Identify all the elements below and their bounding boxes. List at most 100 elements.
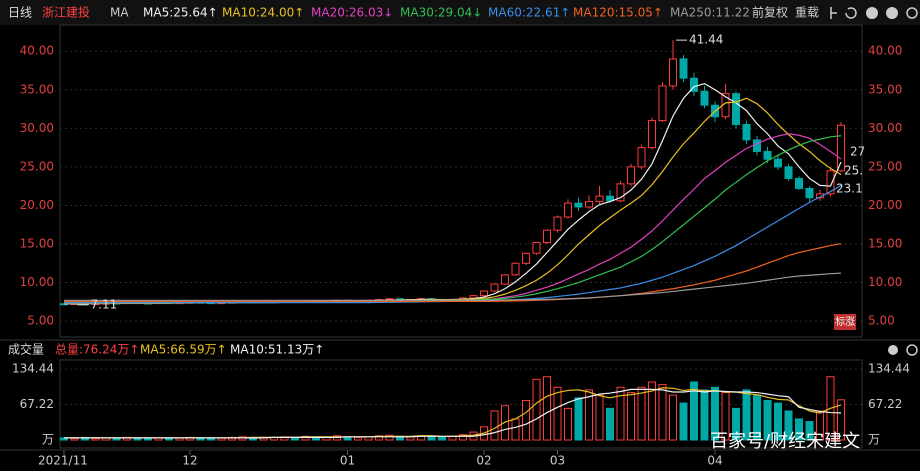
candle-body xyxy=(585,201,593,208)
volume-bar xyxy=(144,437,152,441)
y-tick-label: 30.00 xyxy=(20,121,54,135)
toolbar-icons[interactable] xyxy=(830,7,918,19)
volume-bar xyxy=(112,437,121,441)
candle-body xyxy=(690,77,698,92)
candle-body xyxy=(774,158,782,168)
y-tick-label: 15.00 xyxy=(20,237,54,251)
y-tick-label-right: 67.22 xyxy=(868,397,902,411)
max-annotation: 41.44 xyxy=(689,33,723,47)
y-tick-label: 10.00 xyxy=(20,275,54,289)
candle-body xyxy=(616,183,625,202)
volume-bar xyxy=(595,394,604,441)
candle-body xyxy=(501,274,509,285)
y-tick-label: 20.00 xyxy=(20,198,54,212)
y-tick-label: 67.22 xyxy=(20,397,54,411)
y-tick-label: 万 xyxy=(42,433,54,447)
period[interactable]: 日线 xyxy=(8,6,32,20)
y-tick-label-right: 35.00 xyxy=(868,82,902,96)
volume-bar xyxy=(438,436,446,441)
volume-bar xyxy=(805,421,814,441)
volume-legend: MA5:66.59万↑ xyxy=(140,343,227,357)
legend-entry: MA60:22.61↑ xyxy=(488,6,570,20)
candle-body xyxy=(805,187,814,199)
volume-bar xyxy=(574,397,583,441)
candle-body xyxy=(795,177,803,189)
volume-bar xyxy=(616,386,625,441)
volume-bar xyxy=(354,436,362,441)
x-tick-label: 2021/11 xyxy=(38,454,88,468)
volume-bar xyxy=(543,376,551,441)
candle-body xyxy=(658,85,667,122)
candle-body xyxy=(669,58,677,87)
x-tick-label: 03 xyxy=(550,454,565,468)
volume-bar xyxy=(459,434,467,441)
candle-body xyxy=(543,229,551,243)
y-tick-label-right: 30.00 xyxy=(868,121,902,135)
icon[interactable] xyxy=(886,7,898,19)
volume-bar xyxy=(501,405,509,441)
volume-bar xyxy=(606,407,614,441)
icon[interactable] xyxy=(830,7,837,19)
volume-bar xyxy=(165,437,173,441)
x-tick-label: 01 xyxy=(340,454,355,468)
candle-body xyxy=(564,202,572,218)
volume-bar xyxy=(679,402,688,441)
marker-up[interactable]: 标涨 xyxy=(835,316,855,328)
candle-body xyxy=(763,150,772,160)
icon[interactable] xyxy=(888,345,898,355)
x-tick-label: 02 xyxy=(476,454,491,468)
volume-bar xyxy=(732,407,740,441)
legend-entry: MA120:15.05↑ xyxy=(573,6,663,20)
volume-bar xyxy=(70,437,79,441)
volume-bar xyxy=(627,392,635,441)
volume-bar xyxy=(648,381,656,441)
icon[interactable] xyxy=(845,7,857,19)
volume-bar xyxy=(837,399,845,441)
ma-label[interactable]: MA xyxy=(110,6,129,20)
candle-body xyxy=(595,195,604,203)
ma-edge-label: 25. xyxy=(844,164,863,178)
ma-line xyxy=(64,272,842,301)
marker-box[interactable] xyxy=(834,314,856,330)
adjust-button[interactable]: 前复权 xyxy=(752,5,788,20)
legend-entry: MA10:24.00↑ xyxy=(222,6,304,20)
volume-bar xyxy=(742,389,751,441)
candle-body xyxy=(522,252,530,264)
candle-body xyxy=(700,90,709,106)
candle-body xyxy=(648,120,656,149)
volume-bar xyxy=(658,384,667,441)
volume-bar xyxy=(637,386,646,441)
volume-bar xyxy=(585,389,593,441)
volume-title: 成交量 xyxy=(8,342,44,357)
candle-body xyxy=(532,241,541,254)
x-tick-label: 12 xyxy=(182,454,197,468)
volume-bar xyxy=(700,389,709,441)
volume-bar xyxy=(490,410,499,441)
candle-body xyxy=(480,290,488,297)
volume-bar xyxy=(532,378,541,441)
x-tick-label: 04 xyxy=(707,454,722,468)
volume-bar xyxy=(795,418,803,441)
icon[interactable] xyxy=(906,344,918,356)
candle-body xyxy=(637,147,646,168)
watermark: 百家号/财经宋建文 xyxy=(710,431,860,452)
candle-body xyxy=(732,93,740,125)
ma-edge-label: 23.1 xyxy=(836,182,863,196)
candle-body xyxy=(469,295,478,299)
y-tick-label: 35.00 xyxy=(20,82,54,96)
legend-entry: MA20:26.03↓ xyxy=(311,6,393,20)
icon[interactable] xyxy=(866,7,878,19)
ma-line xyxy=(64,243,842,303)
y-tick-label: 25.00 xyxy=(20,159,54,173)
volume-bar xyxy=(763,399,772,441)
candle-body xyxy=(574,202,583,208)
candle-body xyxy=(837,124,845,172)
volume-bar xyxy=(553,386,562,441)
legend-entry: MA30:29.04↓ xyxy=(400,6,482,20)
y-tick-label-right: 5.00 xyxy=(868,314,895,328)
icon[interactable] xyxy=(906,7,918,19)
reload-button[interactable]: 重载 xyxy=(795,6,819,20)
y-tick-label: 134.44 xyxy=(12,362,54,376)
